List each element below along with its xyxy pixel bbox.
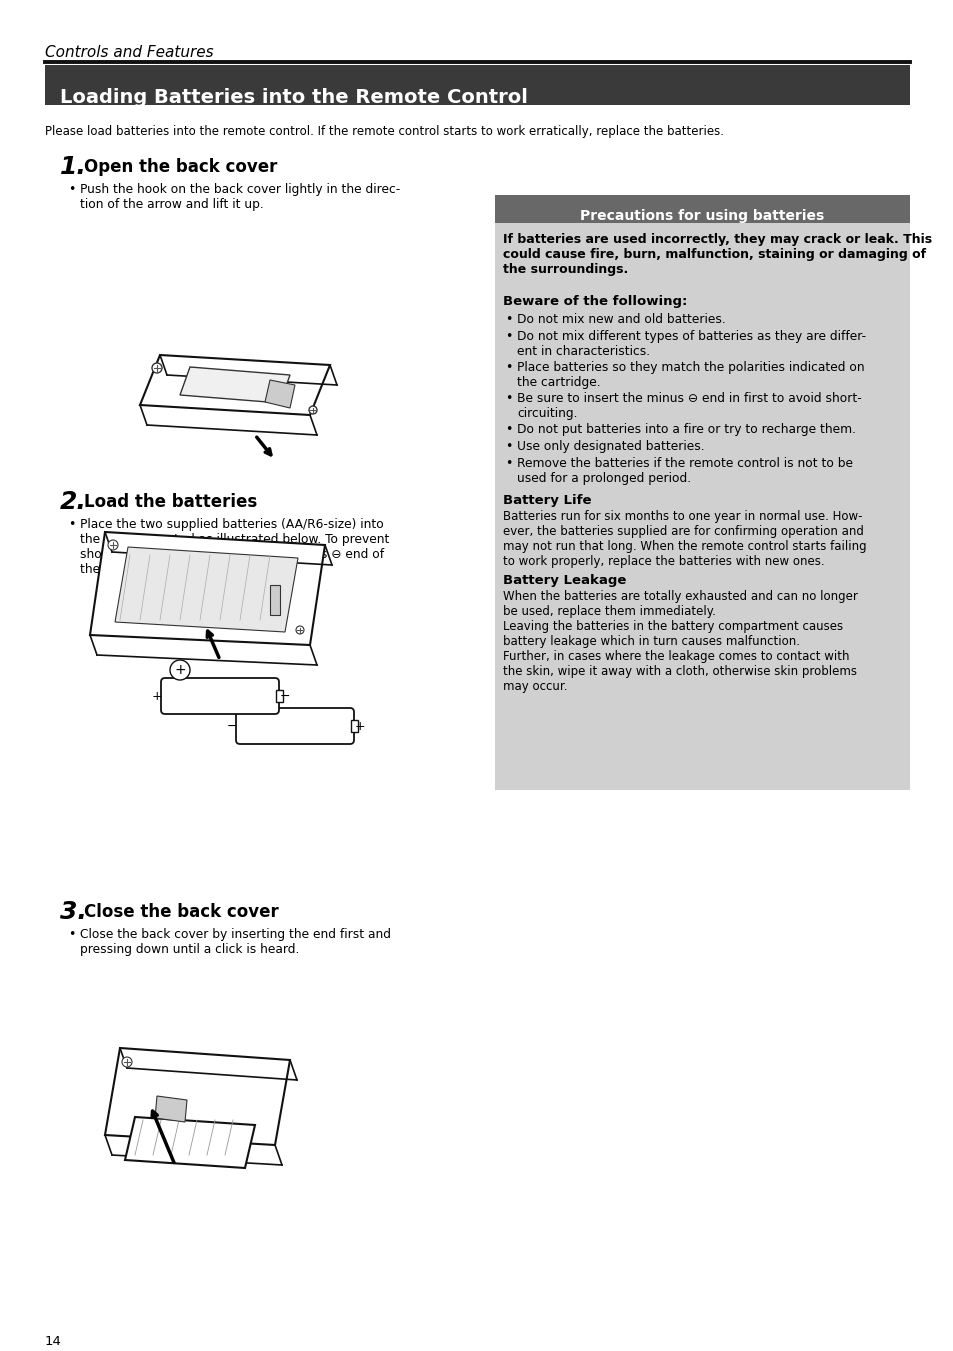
Polygon shape [180,367,290,403]
Text: Do not mix new and old batteries.: Do not mix new and old batteries. [517,313,725,326]
Circle shape [152,363,162,373]
Text: Loading Batteries into the Remote Control: Loading Batteries into the Remote Contro… [60,88,527,107]
Text: Do not mix different types of batteries as they are differ-
ent in characteristi: Do not mix different types of batteries … [517,330,865,358]
Text: Remove the batteries if the remote control is not to be
used for a prolonged per: Remove the batteries if the remote contr… [517,457,852,485]
Text: 1.: 1. [60,155,87,178]
Text: 3.: 3. [60,900,87,924]
Text: +: + [152,689,162,703]
FancyBboxPatch shape [161,678,278,713]
Text: Push the hook on the back cover lightly in the direc-
tion of the arrow and lift: Push the hook on the back cover lightly … [80,182,400,211]
Polygon shape [154,1096,187,1121]
Text: Beware of the following:: Beware of the following: [502,295,687,308]
FancyBboxPatch shape [235,708,354,744]
Circle shape [122,1056,132,1067]
Polygon shape [115,547,297,632]
FancyBboxPatch shape [495,195,909,790]
Text: Use only designated batteries.: Use only designated batteries. [517,440,704,453]
Polygon shape [125,1117,254,1169]
Text: •: • [68,182,75,196]
Text: Battery Life: Battery Life [502,494,591,507]
Polygon shape [140,355,330,415]
Text: Do not put batteries into a fire or try to recharge them.: Do not put batteries into a fire or try … [517,423,855,436]
Text: •: • [504,361,512,374]
Polygon shape [265,380,294,408]
FancyBboxPatch shape [351,720,357,732]
Text: Battery Leakage: Battery Leakage [502,574,626,586]
Text: +: + [174,663,186,677]
Text: •: • [504,457,512,470]
Text: Open the back cover: Open the back cover [84,158,277,176]
FancyBboxPatch shape [45,65,909,105]
Text: −: − [227,720,237,732]
Text: Close the back cover: Close the back cover [84,902,278,921]
Text: Batteries run for six months to one year in normal use. How-
ever, the batteries: Batteries run for six months to one year… [502,509,865,567]
Text: 14: 14 [45,1335,62,1348]
Text: Close the back cover by inserting the end first and
pressing down until a click : Close the back cover by inserting the en… [80,928,391,957]
Text: If batteries are used incorrectly, they may crack or leak. This
could cause fire: If batteries are used incorrectly, they … [502,232,931,276]
Text: •: • [504,423,512,436]
Polygon shape [105,1048,290,1146]
Text: •: • [68,517,75,531]
Text: Be sure to insert the minus ⊖ end in first to avoid short-
circuiting.: Be sure to insert the minus ⊖ end in fir… [517,392,861,420]
Text: Please load batteries into the remote control. If the remote control starts to w: Please load batteries into the remote co… [45,126,723,138]
Text: Place the two supplied batteries (AA/R6-size) into
the remote control as illustr: Place the two supplied batteries (AA/R6-… [80,517,389,576]
Text: Place batteries so they match the polarities indicated on
the cartridge.: Place batteries so they match the polari… [517,361,863,389]
Circle shape [108,540,118,550]
Text: Load the batteries: Load the batteries [84,493,257,511]
Text: Precautions for using batteries: Precautions for using batteries [579,209,823,223]
Text: •: • [504,440,512,453]
FancyBboxPatch shape [275,690,283,703]
Circle shape [309,407,316,413]
FancyBboxPatch shape [495,195,909,223]
Text: Controls and Features: Controls and Features [45,45,213,59]
Text: •: • [504,392,512,405]
Text: 2.: 2. [60,490,87,513]
Text: When the batteries are totally exhausted and can no longer
be used, replace them: When the batteries are totally exhausted… [502,590,857,693]
Text: •: • [68,928,75,942]
Text: +: + [355,720,365,732]
Text: −: − [279,689,290,703]
FancyBboxPatch shape [270,585,280,615]
Text: •: • [504,330,512,343]
Circle shape [295,626,304,634]
Circle shape [170,661,190,680]
Polygon shape [90,532,325,644]
Text: •: • [504,313,512,326]
